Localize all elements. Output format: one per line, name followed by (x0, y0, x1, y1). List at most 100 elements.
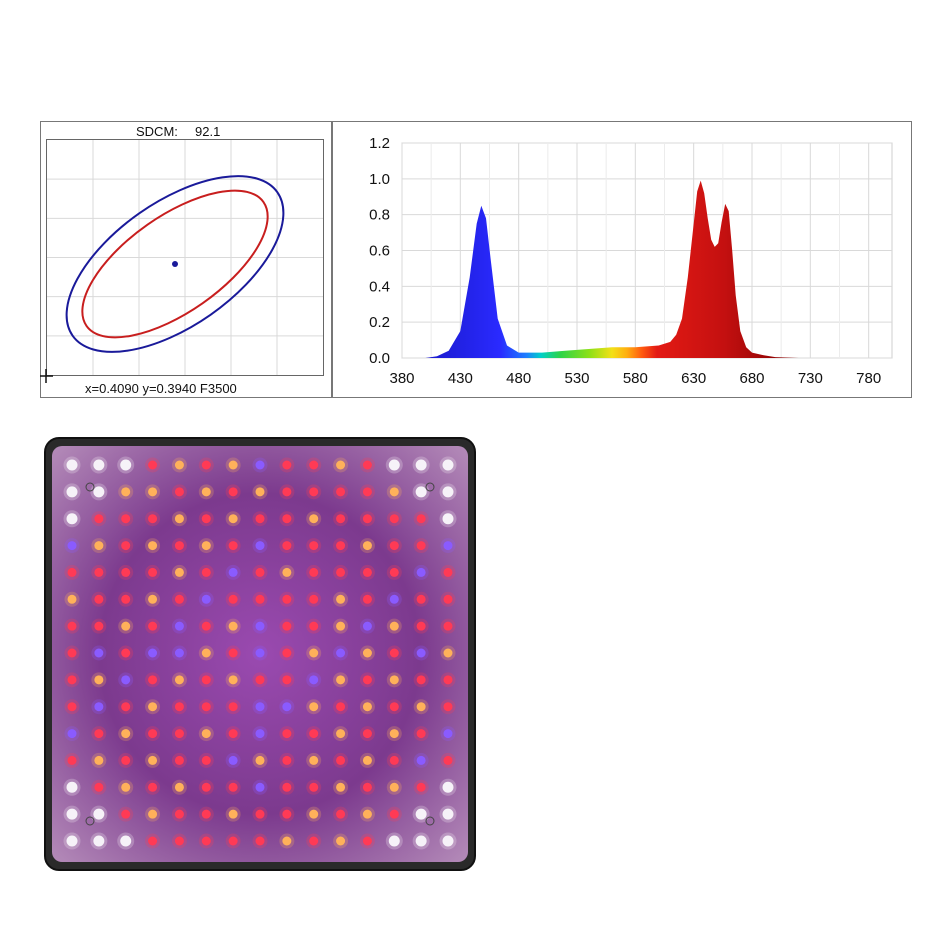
led-red (228, 702, 238, 712)
led-red (174, 755, 184, 765)
led-white (93, 808, 105, 820)
led-red (389, 702, 399, 712)
led-blue (255, 729, 265, 739)
led-orange (282, 567, 292, 577)
led-white (93, 486, 105, 498)
led-red (362, 460, 372, 470)
led-red (201, 809, 211, 819)
led-blue (416, 567, 426, 577)
led-red (174, 836, 184, 846)
led-white (93, 459, 105, 471)
led-red (282, 782, 292, 792)
led-red (336, 755, 346, 765)
sdcm-title-label: SDCM: (136, 124, 178, 139)
led-red (255, 594, 265, 604)
x-tick-label: 380 (389, 370, 414, 387)
led-red (67, 567, 77, 577)
led-red (121, 648, 131, 658)
plus-crosshair-icon (40, 369, 53, 383)
led-red (282, 755, 292, 765)
led-red (282, 809, 292, 819)
led-red (416, 782, 426, 792)
sdcm-chart: SDCM: 92.1 x=0.4090 y=0.3940 F3500 (40, 121, 332, 398)
led-red (121, 755, 131, 765)
led-red (443, 621, 453, 631)
led-red (282, 460, 292, 470)
led-orange (148, 809, 158, 819)
led-red (121, 514, 131, 524)
led-red (67, 621, 77, 631)
led-orange (67, 594, 77, 604)
led-orange (228, 675, 238, 685)
led-red (282, 621, 292, 631)
led-blue (362, 621, 372, 631)
led-orange (148, 755, 158, 765)
led-blue (67, 541, 77, 551)
led-red (443, 675, 453, 685)
led-red (362, 487, 372, 497)
led-red (416, 729, 426, 739)
led-orange (309, 755, 319, 765)
y-tick-label: 0.8 (369, 207, 390, 224)
led-red (255, 836, 265, 846)
led-white (415, 835, 427, 847)
led-red (362, 594, 372, 604)
led-orange (228, 460, 238, 470)
led-red (309, 782, 319, 792)
led-red (309, 460, 319, 470)
led-red (282, 675, 292, 685)
led-blue (67, 729, 77, 739)
led-red (416, 594, 426, 604)
led-red (148, 621, 158, 631)
led-red (282, 729, 292, 739)
coordinates-readout: x=0.4090 y=0.3940 F3500 (85, 381, 237, 396)
y-tick-label: 1.2 (369, 135, 390, 152)
led-white (93, 835, 105, 847)
y-tick-label: 0.6 (369, 243, 390, 260)
led-orange (282, 836, 292, 846)
led-red (67, 755, 77, 765)
led-grow-light-panel (44, 437, 476, 871)
led-red (443, 755, 453, 765)
y-axis-ticks: 0.0 0.2 0.4 0.6 0.8 1.0 1.2 (369, 135, 390, 367)
led-orange (362, 541, 372, 551)
led-red (389, 648, 399, 658)
led-orange (201, 487, 211, 497)
led-red (94, 514, 104, 524)
x-tick-label: 580 (623, 370, 648, 387)
led-orange (174, 782, 184, 792)
led-orange (389, 675, 399, 685)
led-orange (174, 460, 184, 470)
x-tick-label: 780 (856, 370, 881, 387)
led-orange (201, 541, 211, 551)
led-red (67, 702, 77, 712)
y-tick-label: 0.0 (369, 350, 390, 367)
led-red (174, 702, 184, 712)
led-red (443, 702, 453, 712)
led-red (67, 675, 77, 685)
led-orange (148, 594, 158, 604)
x-tick-label: 480 (506, 370, 531, 387)
led-red (362, 836, 372, 846)
led-blue (255, 648, 265, 658)
led-red (389, 514, 399, 524)
x-tick-label: 530 (564, 370, 589, 387)
led-red (121, 702, 131, 712)
led-orange (336, 782, 346, 792)
led-blue (255, 460, 265, 470)
led-red (255, 514, 265, 524)
led-red (148, 836, 158, 846)
led-blue (443, 729, 453, 739)
led-red (336, 487, 346, 497)
led-red (362, 729, 372, 739)
led-white (66, 781, 78, 793)
led-red (228, 648, 238, 658)
led-red (228, 487, 238, 497)
led-red (336, 514, 346, 524)
led-white (66, 835, 78, 847)
led-red (201, 836, 211, 846)
led-orange (309, 648, 319, 658)
led-red (174, 594, 184, 604)
led-blue (121, 675, 131, 685)
led-orange (201, 648, 211, 658)
